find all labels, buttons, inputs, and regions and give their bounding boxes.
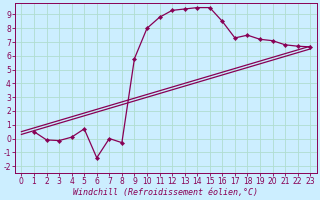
X-axis label: Windchill (Refroidissement éolien,°C): Windchill (Refroidissement éolien,°C) — [73, 188, 258, 197]
